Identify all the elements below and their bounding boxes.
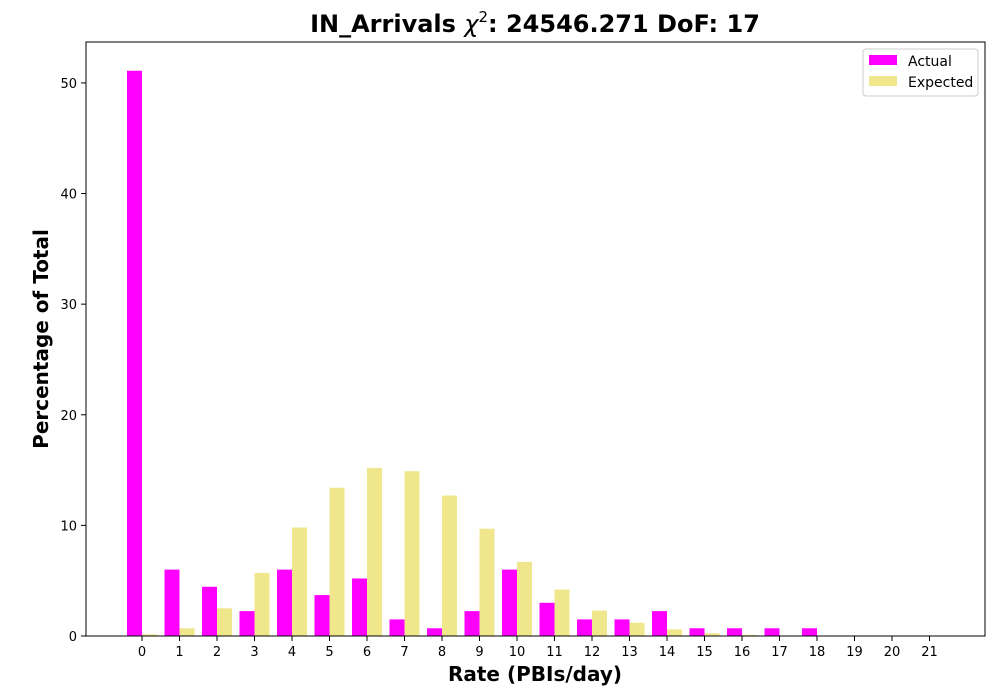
bar-expected-1 bbox=[179, 628, 195, 636]
x-tick-label: 7 bbox=[400, 645, 408, 660]
bar-actual-7 bbox=[389, 619, 405, 636]
x-tick-label: 5 bbox=[325, 645, 333, 660]
bar-expected-3 bbox=[254, 572, 270, 636]
x-tick-label: 2 bbox=[213, 645, 221, 660]
bar-expected-8 bbox=[442, 495, 457, 636]
y-tick-label: 10 bbox=[60, 519, 77, 534]
bar-expected-13 bbox=[629, 622, 645, 636]
x-tick-label: 0 bbox=[138, 645, 146, 660]
bar-actual-11 bbox=[539, 602, 555, 636]
bar-actual-5 bbox=[314, 595, 330, 636]
bar-actual-10 bbox=[502, 569, 517, 636]
bar-actual-12 bbox=[577, 619, 592, 636]
bar-actual-1 bbox=[164, 569, 180, 636]
x-tick-label: 21 bbox=[921, 645, 938, 660]
legend-swatch-expected bbox=[869, 76, 897, 86]
x-tick-label: 20 bbox=[884, 645, 901, 660]
x-tick-label: 16 bbox=[734, 645, 751, 660]
legend: Actual Expected bbox=[862, 48, 979, 97]
bar-actual-18 bbox=[802, 628, 817, 636]
y-axis-ticks: 0 10 20 30 40 50 bbox=[60, 77, 86, 645]
bar-expected-4 bbox=[292, 527, 307, 636]
legend-label-expected: Expected bbox=[908, 75, 973, 91]
x-tick-label: 12 bbox=[584, 645, 601, 660]
x-tick-label: 15 bbox=[696, 645, 713, 660]
x-tick-label: 8 bbox=[438, 645, 446, 660]
bar-actual-14 bbox=[652, 611, 667, 636]
x-tick-label: 18 bbox=[809, 645, 826, 660]
x-tick-label: 6 bbox=[363, 645, 371, 660]
bar-actual-8 bbox=[427, 628, 442, 636]
x-tick-label: 11 bbox=[546, 645, 563, 660]
bar-expected-9 bbox=[479, 528, 495, 636]
bar-expected-10 bbox=[517, 561, 532, 636]
bar-expected-11 bbox=[554, 589, 570, 636]
bar-actual-13 bbox=[614, 619, 630, 636]
bars-group bbox=[127, 70, 832, 637]
bar-expected-6 bbox=[367, 467, 382, 636]
bar-actual-6 bbox=[352, 578, 367, 636]
y-tick-label: 20 bbox=[60, 409, 77, 424]
bar-expected-15 bbox=[704, 633, 720, 636]
bar-expected-0 bbox=[142, 634, 157, 636]
bar-actual-15 bbox=[689, 628, 705, 636]
x-tick-label: 9 bbox=[475, 645, 483, 660]
chart-title: IN_Arrivals χ2: 24546.271 DoF: 17 bbox=[310, 8, 760, 38]
bar-actual-2 bbox=[202, 586, 217, 636]
x-tick-label: 17 bbox=[771, 645, 788, 660]
y-tick-label: 40 bbox=[60, 188, 77, 203]
x-tick-label: 1 bbox=[175, 645, 183, 660]
bar-actual-0 bbox=[127, 70, 142, 637]
y-tick-label: 0 bbox=[69, 630, 77, 645]
x-axis-ticks: 0 1 2 3 4 5 6 7 8 9 10 11 12 13 14 15 16 17 18 19 20 21 bbox=[138, 636, 938, 660]
bar-actual-9 bbox=[464, 611, 480, 636]
bar-actual-4 bbox=[277, 569, 292, 636]
bar-expected-16 bbox=[742, 634, 757, 636]
x-tick-label: 4 bbox=[288, 645, 296, 660]
bar-actual-16 bbox=[727, 628, 742, 636]
bar-actual-17 bbox=[764, 628, 780, 636]
bar-expected-14 bbox=[667, 629, 682, 636]
legend-label-actual: Actual bbox=[908, 54, 952, 70]
x-tick-label: 10 bbox=[509, 645, 526, 660]
x-tick-label: 3 bbox=[250, 645, 258, 660]
y-tick-label: 50 bbox=[60, 77, 77, 92]
x-tick-label: 13 bbox=[621, 645, 638, 660]
bar-actual-3 bbox=[239, 611, 255, 636]
plot-frame bbox=[85, 41, 986, 637]
x-tick-label: 14 bbox=[659, 645, 676, 660]
x-tick-label: 19 bbox=[846, 645, 863, 660]
y-axis-label: Percentage of Total bbox=[29, 229, 53, 449]
bar-expected-7 bbox=[404, 471, 420, 636]
legend-swatch-actual bbox=[869, 55, 897, 65]
x-axis-label: Rate (PBIs/day) bbox=[448, 662, 622, 686]
bar-expected-5 bbox=[329, 487, 345, 636]
bar-expected-2 bbox=[217, 608, 232, 636]
y-tick-label: 30 bbox=[60, 298, 77, 313]
bar-expected-12 bbox=[592, 610, 607, 636]
